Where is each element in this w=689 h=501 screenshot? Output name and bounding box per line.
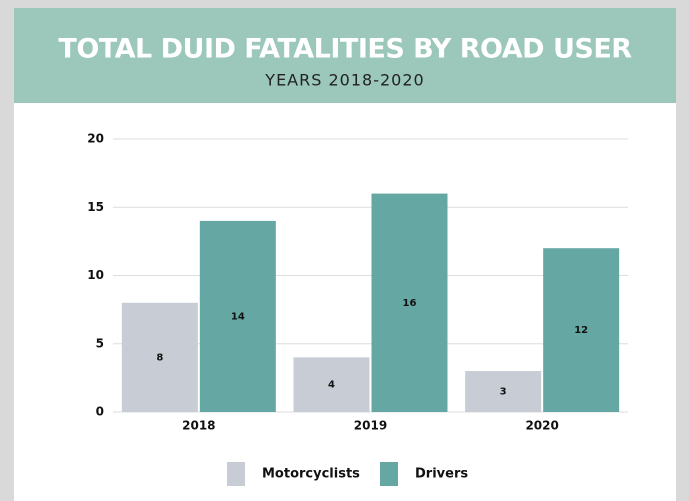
- bar: [543, 248, 620, 412]
- bar: [293, 357, 370, 412]
- value-label: 3: [500, 387, 507, 398]
- chart-title: TOTAL DUID FATALITIES BY ROAD USER: [58, 34, 632, 65]
- y-tick-label: 15: [87, 200, 104, 214]
- header-band: [14, 8, 676, 103]
- bar: [465, 371, 542, 412]
- legend-label: Drivers: [415, 467, 468, 482]
- x-tick-label: 2019: [354, 419, 387, 433]
- y-tick-label: 10: [87, 268, 104, 282]
- y-tick-label: 0: [96, 405, 104, 419]
- chart-subtitle: YEARS 2018-2020: [264, 71, 424, 90]
- value-label: 8: [156, 352, 163, 363]
- value-label: 4: [328, 380, 335, 391]
- x-tick-label: 2020: [525, 419, 558, 433]
- value-label: 16: [403, 298, 417, 309]
- bar: [199, 220, 276, 412]
- bar: [371, 193, 448, 412]
- bar: [121, 302, 198, 412]
- value-label: 12: [574, 325, 588, 336]
- y-tick-label: 20: [87, 132, 104, 146]
- legend-swatch: [380, 462, 398, 486]
- y-tick-label: 5: [96, 336, 104, 350]
- value-label: 14: [231, 311, 245, 322]
- x-tick-label: 2018: [182, 419, 215, 433]
- legend-label: Motorcyclists: [262, 467, 360, 482]
- legend-swatch: [227, 462, 245, 486]
